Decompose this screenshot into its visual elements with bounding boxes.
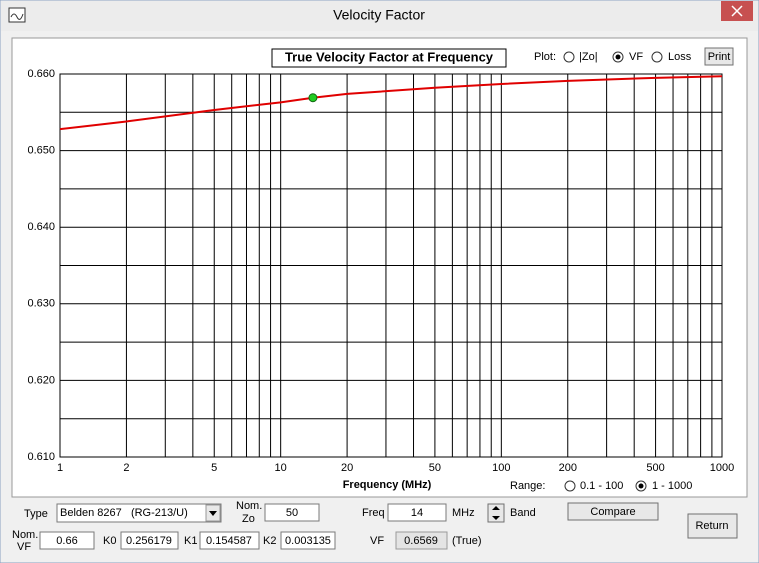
x-tick-label: 50 xyxy=(429,462,441,474)
type-combobox[interactable] xyxy=(56,503,222,523)
chart-title-box xyxy=(271,48,507,68)
nom-zo-label-2: Zo xyxy=(242,513,255,525)
print-button[interactable] xyxy=(704,47,734,66)
y-tick-label: 0.660 xyxy=(27,68,55,80)
type-label: Type xyxy=(24,508,48,520)
y-tick-label: 0.610 xyxy=(27,451,55,463)
nom-vf-value: 0.66 xyxy=(56,535,77,547)
plot-label: Plot: xyxy=(534,51,556,63)
radio-label: |Zo| xyxy=(579,51,598,63)
band-spinner[interactable] xyxy=(487,503,505,523)
x-tick-label: 10 xyxy=(275,462,287,474)
series-line xyxy=(59,75,723,131)
y-tick-label: 0.630 xyxy=(27,298,55,310)
k2-input[interactable] xyxy=(280,531,336,550)
radio-button[interactable] xyxy=(651,51,663,63)
x-axis-label: Frequency (MHz) xyxy=(343,479,432,491)
x-tick-label: 1 xyxy=(57,462,63,474)
k2-value: 0.003135 xyxy=(285,535,331,547)
radio-label: 1 - 1000 xyxy=(652,480,692,492)
k0-value: 0.256179 xyxy=(126,535,172,547)
nom-vf-input[interactable] xyxy=(39,531,95,550)
frequency-marker xyxy=(308,93,318,103)
freq-input[interactable] xyxy=(387,503,447,522)
k0-input[interactable] xyxy=(120,531,179,550)
vf-output xyxy=(395,531,448,550)
combo-arrow-glyph xyxy=(209,511,217,516)
freq-unit: MHz xyxy=(452,507,475,519)
x-tick-label: 1000 xyxy=(710,462,734,474)
freq-label: Freq xyxy=(362,507,385,519)
compare-label: Compare xyxy=(590,506,635,518)
type-value: Belden 8267 (RG-213/U) xyxy=(60,507,188,519)
x-tick-label: 200 xyxy=(559,462,577,474)
nom-zo-label-1: Nom. xyxy=(236,500,262,512)
range-label: Range: xyxy=(510,480,545,492)
radio-button[interactable] xyxy=(564,480,576,492)
radio-label: Loss xyxy=(668,51,692,63)
title-bar xyxy=(1,1,758,31)
nom-vf-label-2: VF xyxy=(17,541,31,553)
x-tick-label: 20 xyxy=(341,462,353,474)
radio-label: 0.1 - 100 xyxy=(580,480,623,492)
vf-label: VF xyxy=(370,535,384,547)
band-label: Band xyxy=(510,507,536,519)
nom-zo-input[interactable] xyxy=(264,503,320,522)
chart-title: True Velocity Factor at Frequency xyxy=(285,49,494,64)
x-tick-label: 100 xyxy=(492,462,510,474)
k1-value: 0.154587 xyxy=(206,535,252,547)
radio-dot xyxy=(638,483,644,489)
return-label: Return xyxy=(695,520,728,532)
y-tick-label: 0.620 xyxy=(27,374,55,386)
nom-zo-value: 50 xyxy=(286,507,298,519)
y-tick-label: 0.640 xyxy=(27,221,55,233)
y-tick-label: 0.650 xyxy=(27,145,55,157)
k1-input[interactable] xyxy=(199,531,260,550)
k2-label: K2 xyxy=(263,535,276,547)
x-tick-label: 2 xyxy=(123,462,129,474)
vf-value: 0.6569 xyxy=(404,535,438,547)
radio-label: VF xyxy=(629,51,643,63)
print-button-label: Print xyxy=(708,51,731,63)
nom-vf-label-1: Nom. xyxy=(12,529,38,541)
k1-label: K1 xyxy=(184,535,197,547)
window-title: Velocity Factor xyxy=(333,7,425,23)
x-tick-label: 500 xyxy=(646,462,664,474)
x-tick-label: 5 xyxy=(211,462,217,474)
vf-note: (True) xyxy=(452,535,482,547)
radio-dot xyxy=(615,54,621,60)
compare-button[interactable] xyxy=(567,502,659,521)
app-icon-glyph xyxy=(10,13,24,20)
spinner-glyph xyxy=(492,506,500,520)
freq-value: 14 xyxy=(411,507,423,519)
close-glyph xyxy=(731,5,743,17)
return-button[interactable] xyxy=(687,513,738,539)
k0-label: K0 xyxy=(103,535,116,547)
radio-button[interactable] xyxy=(563,51,575,63)
